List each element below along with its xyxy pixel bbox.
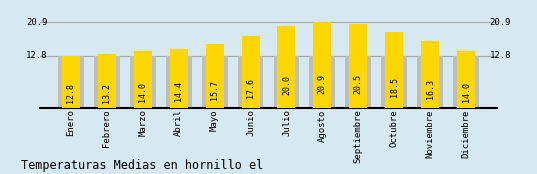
Bar [314,22,331,108]
Text: 17.6: 17.6 [246,78,255,98]
Bar [202,56,228,108]
Text: 14.4: 14.4 [174,81,183,101]
Text: 12.8: 12.8 [67,83,75,103]
Text: 18.5: 18.5 [390,77,399,97]
Bar [62,56,80,108]
Bar [417,56,443,108]
Bar [457,51,475,108]
Text: 20.0: 20.0 [282,75,291,95]
Bar [309,56,335,108]
Bar [134,51,151,108]
Bar [421,41,439,108]
Bar [98,54,116,108]
Bar [130,56,156,108]
Text: 20.9: 20.9 [490,18,511,27]
Text: 20.9: 20.9 [318,74,327,94]
Bar [278,26,295,108]
Bar [381,56,407,108]
Bar [273,56,300,108]
Bar [350,24,367,108]
Bar [242,36,259,108]
Text: 12.8: 12.8 [490,51,511,60]
Bar [206,44,223,108]
Text: 20.9: 20.9 [26,18,47,27]
Text: Temperaturas Medias en hornillo el: Temperaturas Medias en hornillo el [21,159,264,172]
Bar [453,56,479,108]
Bar [170,49,187,108]
Text: 14.0: 14.0 [462,82,470,102]
Bar [94,56,120,108]
Bar [58,56,84,108]
Text: 14.0: 14.0 [138,82,147,102]
Bar [237,56,264,108]
Text: 15.7: 15.7 [210,80,219,100]
Bar [386,32,403,108]
Text: 12.8: 12.8 [26,51,47,60]
Text: 20.5: 20.5 [354,74,363,94]
Bar [345,56,371,108]
Bar [166,56,192,108]
Text: 16.3: 16.3 [426,79,435,99]
Text: 13.2: 13.2 [102,83,111,103]
